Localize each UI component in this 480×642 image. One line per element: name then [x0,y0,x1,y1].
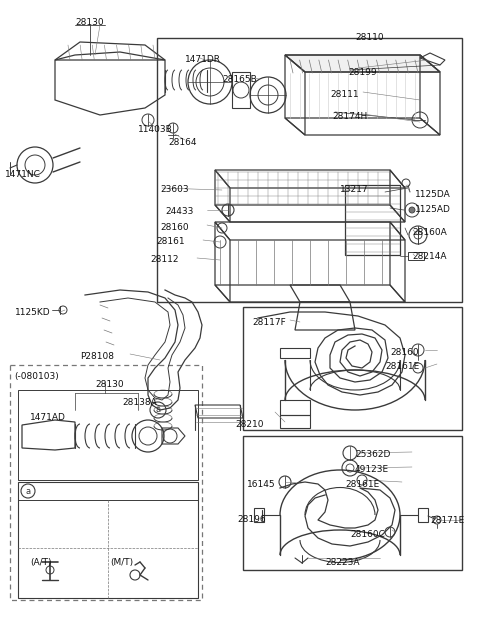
Bar [243,436,462,570]
Text: 28210: 28210 [235,420,264,429]
Text: (A/T): (A/T) [30,558,51,567]
Bar [157,38,462,302]
Text: 49123E: 49123E [355,465,389,474]
Text: 1125DA: 1125DA [415,190,451,199]
Text: 28130: 28130 [76,18,104,27]
Text: 28160: 28160 [160,223,189,232]
Text: 13217: 13217 [340,185,369,194]
Bar [10,365,202,600]
Text: 25362D: 25362D [355,450,390,459]
Text: 28110: 28110 [355,33,384,42]
Bar [18,390,198,480]
Text: 28160C: 28160C [350,530,385,539]
Text: 1125KD: 1125KD [15,308,50,317]
Text: a: a [156,406,161,415]
Circle shape [409,207,415,213]
Text: 28214A: 28214A [412,252,446,261]
Text: 28111: 28111 [330,90,359,99]
Polygon shape [285,55,440,72]
Text: (-080103): (-080103) [14,372,59,381]
Text: 28199: 28199 [348,68,377,77]
Text: 28117F: 28117F [252,318,286,327]
Text: 1471AD: 1471AD [30,413,66,422]
Text: P28108: P28108 [80,352,114,361]
Text: 1471NC: 1471NC [5,170,41,179]
Text: 28164: 28164 [168,138,196,147]
Bar [18,482,198,598]
Text: 16145: 16145 [247,480,276,489]
Text: 28160: 28160 [390,348,419,357]
Text: 11403B: 11403B [138,125,173,134]
Text: 28161: 28161 [156,237,185,246]
Text: 28130: 28130 [95,380,124,389]
Text: 28138A: 28138A [122,398,157,407]
Text: 28161E: 28161E [385,362,419,371]
Text: 28171E: 28171E [430,516,464,525]
Text: 28174H: 28174H [332,112,367,121]
Text: 28160A: 28160A [412,228,447,237]
Text: 24433: 24433 [165,207,193,216]
Text: 23603: 23603 [160,185,189,194]
Text: (M/T): (M/T) [110,558,133,567]
Text: a: a [25,487,31,496]
Text: 28112: 28112 [150,255,179,264]
Text: 28223A: 28223A [325,558,360,567]
Text: 1125AD: 1125AD [415,205,451,214]
Text: 1471DR: 1471DR [185,55,221,64]
Circle shape [168,123,178,133]
Text: 28196: 28196 [237,515,265,524]
Bar [243,307,462,430]
Text: 28165B: 28165B [222,75,257,84]
Text: 28161E: 28161E [345,480,379,489]
